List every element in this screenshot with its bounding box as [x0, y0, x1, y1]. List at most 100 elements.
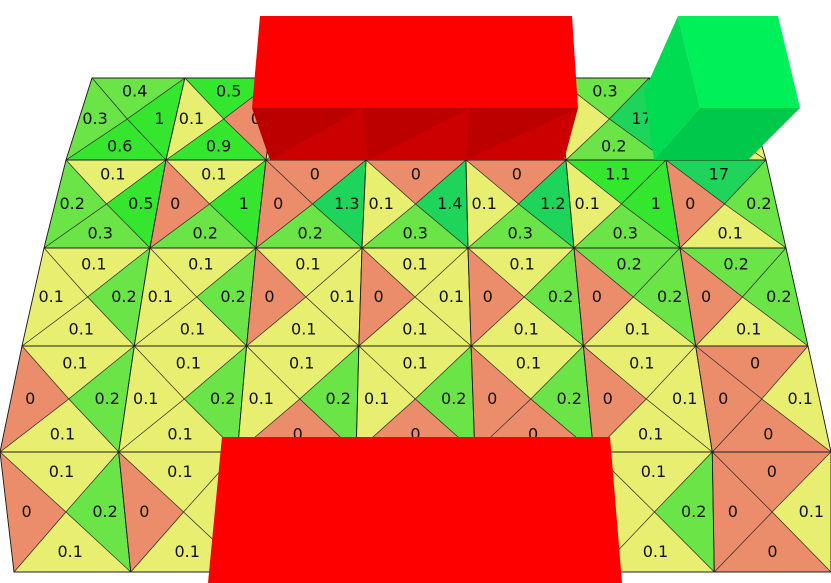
q-value-bottom: 0	[767, 542, 777, 561]
q-value-top: 0.1	[188, 254, 213, 273]
q-value-top: 17	[709, 165, 729, 184]
q-value-bottom: 0.1	[57, 542, 82, 561]
q-value-right: 0.2	[111, 287, 136, 306]
q-value-right: 0.2	[657, 287, 682, 306]
q-value-bottom: 0	[293, 424, 303, 443]
q-value-top: 0	[310, 165, 320, 184]
grid-cell: 0.1 1 0.2 0	[149, 159, 267, 249]
grid-cell: 0.1 0.2 0 0.1	[355, 345, 476, 453]
q-value-right: 1	[651, 194, 661, 213]
grid-cell: 0.1 0.1 0.1 0	[582, 345, 713, 453]
q-value-left: 0.1	[148, 287, 173, 306]
q-value-left: 0	[718, 389, 728, 408]
q-value-right: 17	[631, 109, 651, 128]
q-value-right: 0.1	[330, 287, 355, 306]
q-value-left: 0	[603, 389, 613, 408]
q-value-top: 0	[750, 354, 760, 373]
q-value-right: 0.2	[766, 287, 791, 306]
q-value-right: 0.2	[92, 502, 117, 521]
cell-border	[695, 345, 831, 453]
q-value-top: 0	[411, 165, 421, 184]
grid-cell: 0.1 0.2 0.1 0.1	[118, 345, 248, 453]
q-value-right: 0.5	[128, 194, 153, 213]
q-value-right: 0.2	[548, 287, 573, 306]
q-value-bottom: 0.1	[175, 542, 200, 561]
q-value-bottom: 0.1	[643, 542, 668, 561]
goal-cube-top-face	[678, 16, 800, 108]
q-value-bottom: 0.1	[69, 320, 94, 339]
grid-cell: 0.1 0.1 0.1 0	[358, 247, 472, 347]
q-value-right: 1.3	[334, 194, 359, 213]
grid-cell: 0.1 0.2 0.1 0.1	[21, 247, 151, 347]
q-value-top: 0	[767, 462, 777, 481]
q-value-top: 1.1	[605, 165, 630, 184]
q-value-bottom: 0.1	[402, 320, 427, 339]
q-value-left: 0.1	[249, 389, 274, 408]
q-value-bottom: 0.1	[736, 320, 761, 339]
grid-cell: 0.2 0.2 0.1 0	[573, 247, 697, 347]
grid-cell: 0.2 0.2 0.1 0	[679, 247, 809, 347]
q-value-bottom: 0.2	[192, 223, 217, 242]
grid-cell: 0.1 0.2 0 0.1	[236, 345, 360, 453]
q-value-top: 0.1	[516, 354, 541, 373]
q-value-left: 0.1	[133, 389, 158, 408]
grid-cell: 0 0.1 0 0	[711, 451, 831, 573]
q-value-top: 0.1	[201, 165, 226, 184]
q-value-right: 0.1	[439, 287, 464, 306]
grid-cell: 0 1.3 0.2 0	[255, 159, 367, 249]
grid-cell: 0 0.1 0 0	[695, 345, 831, 453]
q-value-left: 0.1	[364, 389, 389, 408]
q-value-bottom: 0	[763, 424, 773, 443]
q-value-bottom: 0.1	[167, 424, 192, 443]
q-value-bottom: 0.6	[107, 136, 132, 155]
q-value-right: 1	[154, 109, 164, 128]
q-value-left: 0	[701, 287, 711, 306]
q-value-left: 0	[728, 502, 738, 521]
q-value-bottom: 0.9	[206, 136, 231, 155]
q-value-left: 0.1	[368, 194, 393, 213]
top-wall-top-face	[252, 16, 578, 108]
grid-cell: 0.10.5 0.30.2	[43, 159, 167, 249]
q-value-left: 0	[25, 389, 35, 408]
q-value-bottom: 0.1	[717, 223, 742, 242]
q-value-left: 0	[685, 194, 695, 213]
q-value-top: 0.1	[62, 354, 87, 373]
q-value-bottom: 0.1	[625, 320, 650, 339]
goal-cube-front-face	[654, 108, 800, 160]
grid-cell: 0.1 0.1 0.1 0	[246, 247, 363, 347]
q-value-top: 0.2	[616, 254, 641, 273]
q-value-top: 0	[512, 165, 522, 184]
grid-cell: 0 1.2 0.3 0.1	[465, 159, 575, 249]
goal-cube	[644, 16, 800, 160]
q-value-right: 1	[239, 194, 249, 213]
q-value-left: 0	[264, 287, 274, 306]
q-value-left: 0.2	[59, 194, 84, 213]
q-value-right: 0.2	[95, 389, 120, 408]
grid-cell: 0.1 0.2 0.1 0.1	[133, 247, 257, 347]
q-value-top: 0.1	[402, 254, 427, 273]
q-value-bottom: 0.1	[180, 320, 205, 339]
q-value-left: 0	[139, 502, 149, 521]
q-value-left: 0	[592, 287, 602, 306]
q-value-right: 0.1	[672, 389, 697, 408]
q-value-right: 0.1	[799, 502, 824, 521]
top-wall-obstacle	[252, 16, 578, 160]
q-value-bottom: 0	[528, 424, 538, 443]
q-value-top: 0.1	[641, 462, 666, 481]
q-value-left: 0.1	[38, 287, 63, 306]
q-value-right: 0.2	[441, 389, 466, 408]
q-value-top: 0.1	[509, 254, 534, 273]
q-value-right: 0.1	[788, 389, 813, 408]
q-value-right: 0.2	[681, 502, 706, 521]
q-value-top: 0.1	[176, 354, 201, 373]
q-value-bottom: 0.3	[507, 223, 532, 242]
q-value-bottom: 0.3	[87, 223, 112, 242]
q-value-top: 0.1	[629, 354, 654, 373]
q-value-left: 0	[273, 194, 283, 213]
q-value-right: 1.4	[437, 194, 462, 213]
q-value-left: 0.1	[179, 109, 204, 128]
q-value-left: 0.1	[471, 194, 496, 213]
grid-cell: 0.1 0.2 0.1 0	[0, 451, 132, 573]
q-value-left: 0	[487, 389, 497, 408]
